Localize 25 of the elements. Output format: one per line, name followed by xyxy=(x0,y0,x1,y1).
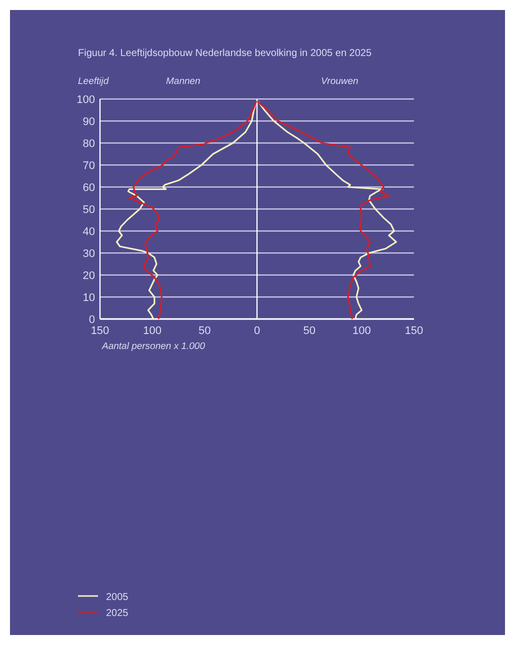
y-tick-label: 50 xyxy=(82,204,95,216)
y-tick-label: 20 xyxy=(82,270,95,282)
y-tick-label: 70 xyxy=(82,160,95,172)
x-tick-label: 50 xyxy=(198,325,211,337)
y-tick-label: 60 xyxy=(82,182,95,194)
x-tick-label: 50 xyxy=(303,325,316,337)
x-tick-label: 150 xyxy=(404,325,424,337)
y-tick-label: 0 xyxy=(88,314,95,326)
y-axis-title: Leeftijd xyxy=(78,76,110,87)
y-tick-label: 30 xyxy=(82,248,95,260)
x-tick-label: 100 xyxy=(352,325,371,337)
x-tick-label: 100 xyxy=(143,325,162,337)
y-tick-label: 10 xyxy=(82,292,95,304)
x-tick-label: 0 xyxy=(254,325,260,337)
legend-label: 2005 xyxy=(106,592,129,603)
y-tick-label: 90 xyxy=(82,116,95,128)
x-tick-label: 150 xyxy=(90,325,110,337)
legend-label: 2025 xyxy=(106,608,129,619)
chart-title: Figuur 4. Leeftijdsopbouw Nederlandse bevolking in 2005 en 2025 xyxy=(78,48,372,59)
y-tick-label: 100 xyxy=(76,94,95,106)
y-tick-label: 40 xyxy=(82,226,95,238)
y-tick-label: 80 xyxy=(82,138,95,150)
x-axis-title: Aantal personen x 1.000 xyxy=(101,341,206,352)
text: Vrouwen xyxy=(321,76,358,87)
text: Mannen xyxy=(166,76,200,87)
